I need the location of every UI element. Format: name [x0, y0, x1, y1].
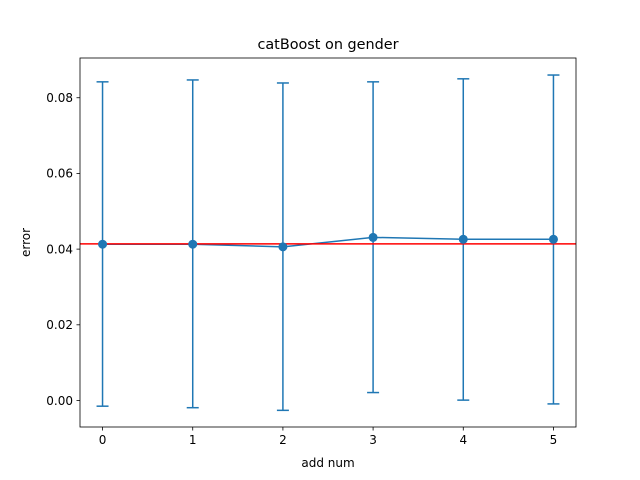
x-tick-label-0: 0 [99, 433, 107, 447]
y-tick-label-0: 0.00 [46, 394, 73, 408]
data-point-5 [548, 234, 558, 244]
x-tick-label-1: 1 [189, 433, 197, 447]
x-axis-ticks: 0 1 2 3 4 5 [99, 427, 558, 447]
x-tick-label-4: 4 [459, 433, 467, 447]
y-axis-ticks: 0.00 0.02 0.04 0.06 0.08 [46, 91, 80, 408]
y-tick-label-4: 0.08 [46, 91, 73, 105]
axes-spines [79, 57, 577, 428]
data-point-3 [368, 232, 378, 242]
x-tick-label-2: 2 [279, 433, 287, 447]
data-point-1 [188, 239, 198, 249]
y-tick-label-1: 0.02 [46, 318, 73, 332]
y-axis-label: error [19, 228, 33, 257]
axes-frame [79, 57, 577, 428]
x-tick-label-5: 5 [550, 433, 558, 447]
x-axis-label: add num [301, 456, 354, 470]
y-tick-label-3: 0.06 [46, 167, 73, 181]
data-point-0 [98, 239, 108, 249]
chart-title: catBoost on gender [257, 37, 398, 53]
x-tick-label-3: 3 [369, 433, 377, 447]
data-point-2 [278, 242, 288, 252]
y-tick-label-2: 0.04 [46, 242, 73, 256]
marker-layer [98, 232, 558, 252]
data-point-4 [458, 234, 468, 244]
